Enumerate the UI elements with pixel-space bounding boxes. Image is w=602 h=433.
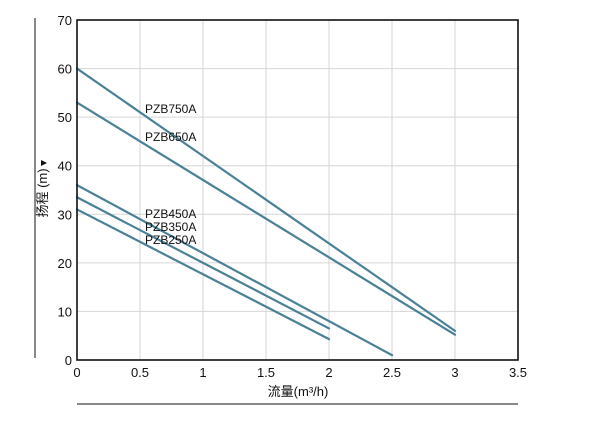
y-axis-title: 扬程 (m) <box>35 168 50 217</box>
series-line-pzb450a <box>75 184 394 357</box>
x-tick-label: 1.5 <box>257 365 275 380</box>
series-line-pzb750a <box>75 67 457 332</box>
y-tick-label: 60 <box>58 62 72 77</box>
x-tick-label: 0 <box>73 365 80 380</box>
x-tick-label: 2 <box>325 365 332 380</box>
y-axis-ticks: 0 10 20 30 40 50 60 70 <box>58 13 72 368</box>
x-tick-label: 0.5 <box>131 365 149 380</box>
x-axis-title: 流量(m³/h) <box>268 384 329 399</box>
y-tick-label: 20 <box>58 256 72 271</box>
plot-frame <box>76 19 519 361</box>
y-tick-label: 30 <box>58 207 72 222</box>
x-tick-label: 1 <box>199 365 206 380</box>
series-line-pzb650a <box>75 101 457 336</box>
y-tick-label: 10 <box>58 304 72 319</box>
series-label: PZB250A <box>145 233 196 247</box>
grid-lines <box>76 19 519 361</box>
x-tick-label: 2.5 <box>383 365 401 380</box>
series-label: PZB450A <box>145 207 196 221</box>
series-line-pzb250a <box>75 208 331 341</box>
y-tick-label: 50 <box>58 110 72 125</box>
y-tick-label: 70 <box>58 13 72 28</box>
x-tick-label: 3.5 <box>509 365 527 380</box>
x-tick-label: 3 <box>451 365 458 380</box>
y-axis-arrow-icon <box>41 160 47 166</box>
y-tick-label: 0 <box>65 353 72 368</box>
series-label: PZB650A <box>145 130 196 144</box>
series-lines <box>75 67 457 357</box>
series-label: PZB350A <box>145 220 196 234</box>
y-tick-label: 40 <box>58 159 72 174</box>
series-label: PZB750A <box>145 102 196 116</box>
x-axis-ticks: 0 0.5 1 1.5 2 2.5 3 3.5 <box>73 365 527 380</box>
series-line-pzb350a <box>75 196 331 330</box>
